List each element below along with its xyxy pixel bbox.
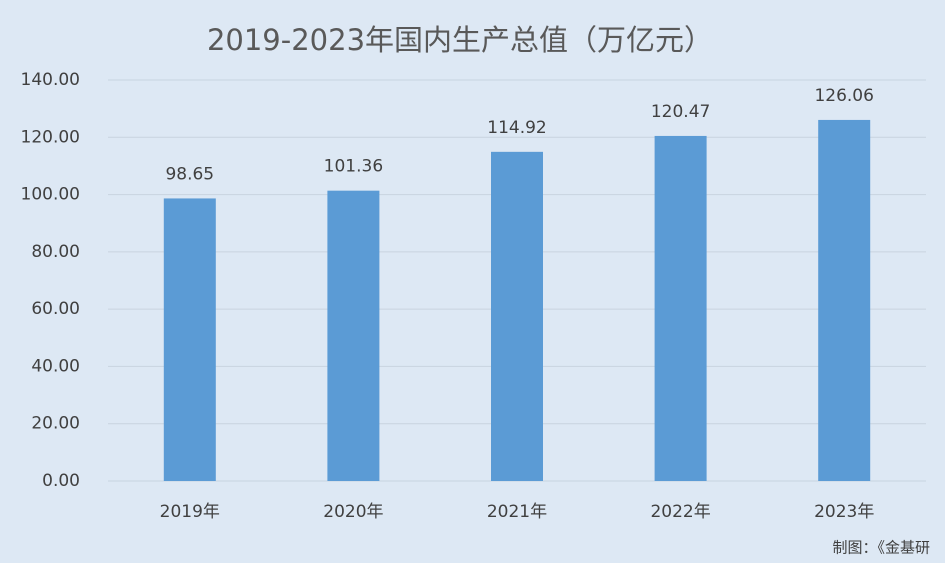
y-tick-label: 0.00 (42, 471, 80, 491)
x-tick-label: 2021年 (487, 502, 547, 522)
bar (163, 198, 216, 481)
data-label: 98.65 (165, 164, 214, 184)
data-label: 114.92 (487, 118, 546, 138)
y-tick-label: 60.00 (31, 299, 80, 319)
data-label: 126.06 (814, 86, 873, 106)
y-tick-label: 40.00 (31, 356, 80, 376)
x-tick-label: 2022年 (650, 502, 710, 522)
x-tick-label: 2019年 (160, 502, 220, 522)
bar (327, 190, 380, 481)
bar (491, 151, 543, 481)
bar (654, 135, 707, 481)
chart-title: 2019-2023年国内生产总值（万亿元） (207, 23, 713, 57)
data-label: 120.47 (651, 102, 710, 122)
x-tick-label: 2020年 (323, 502, 383, 522)
y-tick-label: 140.00 (21, 70, 80, 90)
x-tick-label: 2023年 (814, 502, 874, 522)
y-tick-label: 80.00 (31, 242, 80, 262)
bar (818, 119, 871, 481)
data-label: 101.36 (324, 157, 383, 177)
y-tick-label: 120.00 (21, 127, 80, 147)
y-tick-label: 100.00 (21, 185, 80, 205)
source-note: 制图：《金基研 (832, 539, 930, 557)
y-tick-label: 20.00 (31, 414, 80, 434)
